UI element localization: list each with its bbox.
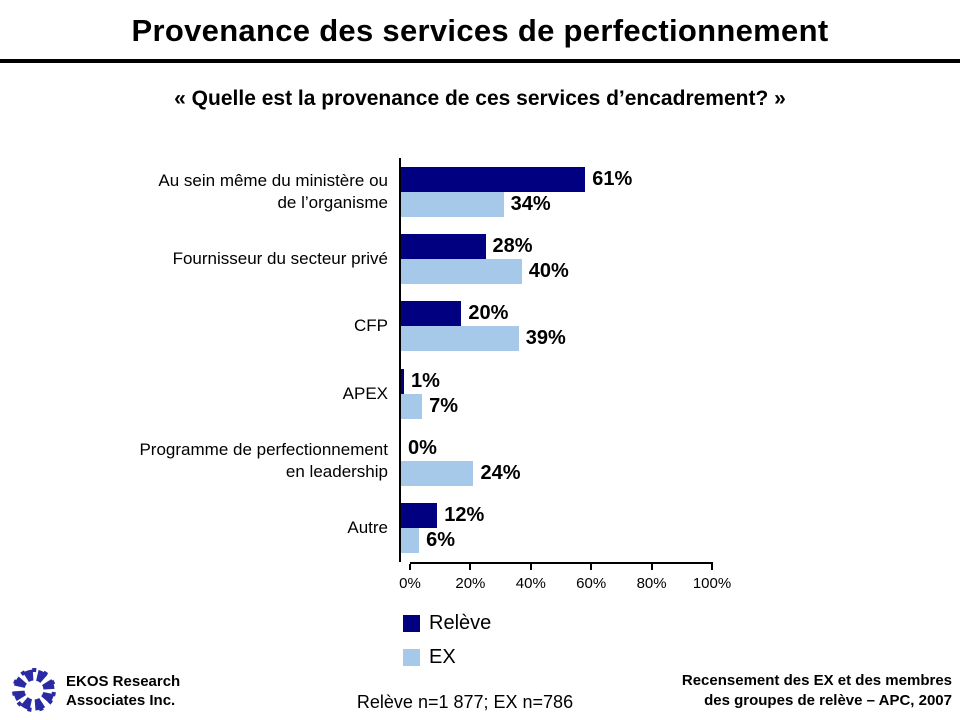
category-bars: 61% 34%	[399, 158, 952, 226]
bar-rel-ve	[401, 166, 586, 192]
axis-tick-label: 20%	[455, 575, 486, 592]
bar-line: 39%	[401, 326, 952, 352]
bar-value-label: 39%	[525, 327, 566, 350]
axis-tick-label: 60%	[576, 575, 607, 592]
bar-value-label: 12%	[444, 504, 485, 527]
legend-item: Relève	[403, 612, 491, 635]
bar-rel-ve	[401, 233, 486, 259]
axis-tick	[409, 564, 411, 570]
category-label: Au sein même du ministère ou de l’organi…	[158, 170, 388, 212]
category-bars: 1% 7%	[399, 359, 952, 428]
source-citation: Recensement des EX et des membres des gr…	[681, 672, 952, 709]
bar-line: 0%	[401, 436, 952, 461]
axis-tick-label: 100%	[692, 575, 732, 592]
category-label: CFP	[354, 316, 388, 336]
axis-tick	[590, 564, 593, 570]
bar-value-label: 34%	[510, 192, 551, 215]
legend-label: Relève	[429, 612, 492, 634]
bar-line: 7%	[401, 393, 952, 419]
category-label: Programme de perfectionnement en leaders…	[139, 439, 388, 481]
chart-row: APEX 1% 7%	[0, 359, 952, 428]
chart-row: Au sein même du ministère ou de l’organi…	[0, 158, 952, 226]
axis-tick-label: 40%	[515, 575, 546, 592]
ekos-pinwheel-logo-icon	[8, 664, 60, 720]
legend-item: EX	[403, 646, 491, 669]
bar-ex	[401, 460, 474, 486]
axis-tick-label: 80%	[636, 575, 667, 592]
sample-size-note: Relève n=1 877; EX n=786	[356, 692, 574, 712]
axis-tick	[469, 564, 472, 570]
bar-line: 12%	[401, 503, 952, 529]
axis-tick-label: 0%	[399, 575, 421, 592]
axis-tick	[529, 564, 532, 570]
chart-row: Programme de perfectionnement en leaders…	[0, 427, 952, 495]
bar-ex	[401, 258, 522, 284]
bar-rel-ve	[401, 368, 405, 394]
chart-row: CFP 20% 39%	[0, 292, 952, 360]
bar-value-label: 6%	[426, 529, 456, 552]
bar-rel-ve	[401, 503, 438, 529]
bar-value-label: 28%	[492, 234, 533, 257]
page-title: Provenance des services de perfectionnem…	[131, 13, 829, 48]
org-name: EKOS Research Associates Inc.	[66, 673, 181, 709]
bar-value-label: 40%	[528, 259, 569, 282]
bar-line: 28%	[401, 233, 952, 259]
bar-line: 20%	[401, 301, 952, 327]
category-bars: 20% 39%	[399, 292, 952, 360]
bar-value-label: 0%	[408, 436, 437, 459]
bar-line: 24%	[401, 460, 952, 486]
category-bars: 12% 6%	[399, 494, 952, 562]
legend-swatch	[403, 615, 420, 632]
bar-line: 40%	[401, 258, 952, 284]
bar-value-label: 24%	[480, 461, 521, 484]
category-bars: 0% 24%	[399, 427, 952, 495]
x-axis: 0% 20% 40% 60% 80% 100%	[399, 562, 731, 592]
bar-value-label: 1%	[411, 369, 440, 392]
bar-chart: Au sein même du ministère ou de l’organi…	[0, 158, 952, 562]
bar-line: 6%	[401, 528, 952, 554]
category-bars: 28% 40%	[399, 225, 952, 293]
bar-ex	[401, 528, 420, 554]
bar-ex	[401, 191, 504, 217]
chart-row: Fournisseur du secteur privé 28% 40%	[0, 225, 952, 293]
bar-line: 34%	[401, 191, 952, 217]
legend-label: EX	[429, 646, 456, 668]
axis-tick	[711, 564, 713, 570]
category-label: APEX	[342, 383, 388, 403]
survey-question: « Quelle est la provenance de ces servic…	[174, 87, 786, 110]
bar-value-label: 7%	[429, 394, 459, 417]
bar-value-label: 61%	[592, 167, 633, 190]
legend-swatch	[403, 649, 420, 666]
bar-line: 61%	[401, 166, 952, 192]
bar-line: 1%	[401, 368, 952, 394]
category-label: Autre	[347, 518, 388, 538]
title-divider	[0, 59, 960, 63]
category-label: Fournisseur du secteur privé	[172, 248, 388, 268]
bar-rel-ve	[401, 301, 462, 327]
axis-tick	[650, 564, 653, 570]
bar-ex	[401, 393, 423, 419]
chart-row: Autre 12% 6%	[0, 494, 952, 562]
bar-ex	[401, 326, 519, 352]
chart-legend: Relève EX	[403, 612, 491, 680]
bar-value-label: 20%	[468, 302, 509, 325]
